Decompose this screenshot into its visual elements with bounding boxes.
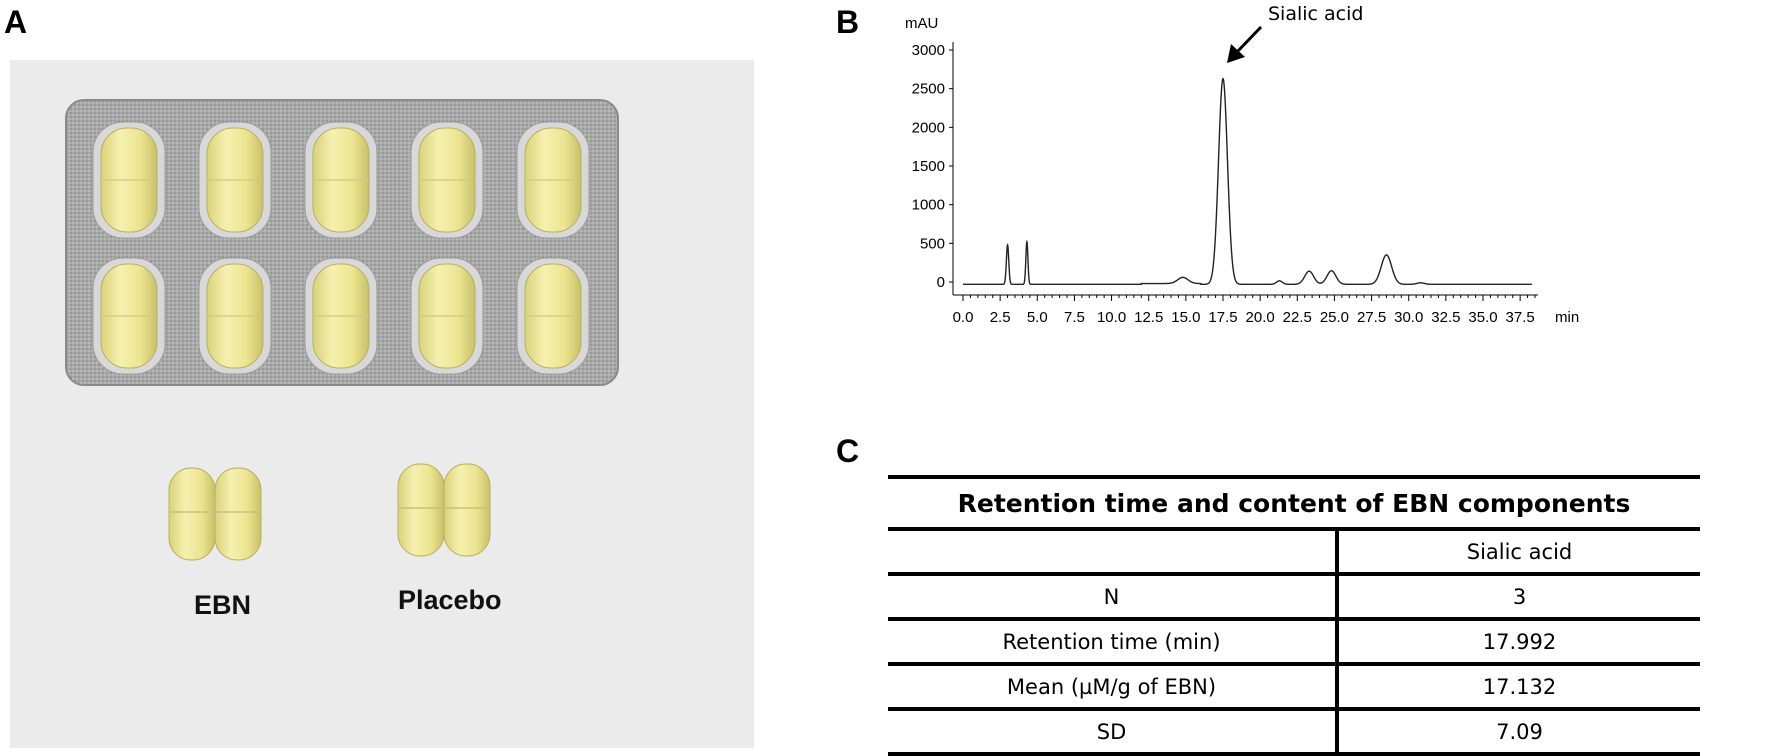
table-row: Mean (µM/g of EBN) 17.132	[888, 664, 1700, 711]
x-tick-label: 37.5	[1506, 309, 1535, 326]
ebn-capsules	[168, 467, 262, 561]
y-axis-label: mAU	[905, 15, 938, 32]
row-label: N	[888, 574, 1339, 621]
x-tick-label: 12.5	[1134, 309, 1163, 326]
row-value: 17.132	[1337, 664, 1700, 711]
y-tick-label: 2000	[912, 119, 945, 136]
x-tick-label: 0.0	[953, 309, 974, 326]
row-value: 17.992	[1337, 619, 1700, 666]
row-label: SD	[888, 709, 1339, 756]
x-tick-label: 27.5	[1357, 309, 1386, 326]
chromatogram-chart: 0.0 2.5 5.0 7.5 10.0 12.5 15.0 17.5 20.0 22.5 25.0…	[905, 3, 1579, 326]
x-axis-ticks: 0.0 2.5 5.0 7.5 10.0 12.5 15.0 17.5 20.0 22.5 25.0…	[953, 295, 1536, 326]
capsule-photo: EBN Placebo	[10, 60, 754, 748]
loose-capsules	[168, 463, 491, 561]
placebo-capsules	[397, 463, 491, 557]
x-tick-label: 15.0	[1171, 309, 1200, 326]
table-row: SD 7.09	[888, 709, 1700, 756]
row-label: Mean (µM/g of EBN)	[888, 664, 1339, 711]
x-tick-label: 22.5	[1283, 309, 1312, 326]
x-tick-label: 2.5	[990, 309, 1011, 326]
row-label: Retention time (min)	[888, 619, 1339, 666]
blister-capsule	[198, 121, 272, 239]
y-tick-label: 500	[920, 235, 945, 252]
row-value: 7.09	[1337, 709, 1700, 756]
annotation-arrow-head	[1227, 44, 1245, 63]
x-tick-label: 5.0	[1027, 309, 1048, 326]
x-tick-label: 25.0	[1320, 309, 1349, 326]
blister-capsule	[410, 121, 484, 239]
table-header-row: Sialic acid	[888, 529, 1700, 576]
blister-capsule	[198, 257, 272, 375]
x-tick-label: 17.5	[1208, 309, 1237, 326]
table-row: Retention time (min) 17.992	[888, 619, 1700, 666]
y-tick-label: 1000	[912, 197, 945, 214]
blister-capsule	[304, 121, 378, 239]
components-table: Retention time and content of EBN compon…	[888, 475, 1700, 756]
table-row: N 3	[888, 574, 1700, 621]
ebn-label: EBN	[194, 590, 252, 620]
blister-capsule	[92, 257, 166, 375]
blister-capsule	[410, 257, 484, 375]
x-axis-label: min	[1555, 309, 1579, 326]
blister-capsule	[516, 257, 590, 375]
panel-label-a: A	[4, 4, 28, 40]
x-tick-label: 35.0	[1468, 309, 1497, 326]
x-tick-label: 20.0	[1246, 309, 1275, 326]
table-header-sialic-acid: Sialic acid	[1337, 529, 1700, 576]
panel-label-c: C	[836, 433, 860, 469]
x-tick-label: 30.0	[1394, 309, 1423, 326]
annotation-label: Sialic acid	[1268, 3, 1363, 25]
y-tick-label: 2500	[912, 81, 945, 98]
table-title: Retention time and content of EBN compon…	[888, 475, 1700, 531]
x-tick-label: 7.5	[1064, 309, 1085, 326]
table-header-empty	[888, 529, 1339, 576]
y-tick-label: 0	[937, 274, 945, 291]
blister-pack-illustration	[65, 99, 619, 561]
panel-label-b: B	[836, 4, 860, 40]
y-axis-ticks: 0 500 1000 1500 2000 2500 3000	[912, 42, 953, 291]
blister-pack	[65, 99, 619, 386]
sialic-acid-annotation: Sialic acid	[1227, 3, 1363, 63]
y-tick-label: 1500	[912, 158, 945, 175]
row-value: 3	[1337, 574, 1700, 621]
annotation-arrow-shaft	[1235, 25, 1263, 54]
blister-capsule	[516, 121, 590, 239]
x-tick-label: 32.5	[1431, 309, 1460, 326]
blister-capsule	[304, 257, 378, 375]
y-tick-label: 3000	[912, 42, 945, 59]
x-tick-label: 10.0	[1097, 309, 1126, 326]
blister-capsule	[92, 121, 166, 239]
chromatogram-trace	[963, 77, 1532, 286]
chart-axes	[952, 42, 1538, 296]
placebo-label: Placebo	[398, 585, 502, 615]
